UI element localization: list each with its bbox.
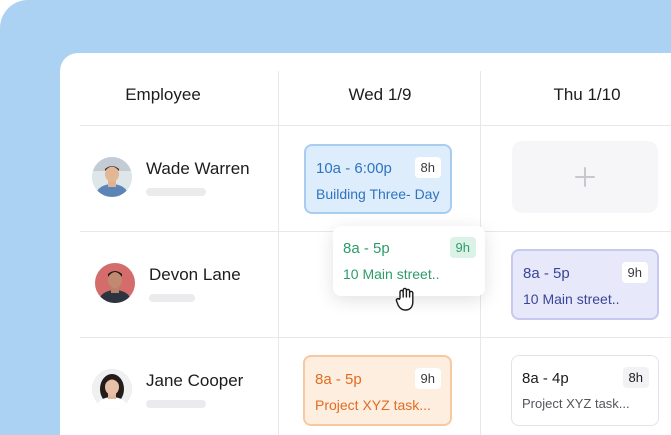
avatar bbox=[95, 263, 135, 303]
shift-hours-badge: 8h bbox=[622, 367, 649, 388]
shift-card-jane-thu[interactable]: 8a - 4p 8h Project XYZ task... bbox=[511, 355, 659, 426]
shift-location: 10 Main street.. bbox=[523, 291, 620, 307]
employee-name: Jane Cooper bbox=[146, 370, 244, 390]
shift-time: 10a - 6:00p bbox=[316, 160, 392, 177]
row-divider bbox=[80, 337, 671, 338]
shift-location: Building Three- Day bbox=[316, 186, 440, 202]
employee-row-devon[interactable]: Devon Lane bbox=[95, 263, 241, 303]
shift-card-wade-wed[interactable]: 10a - 6:00p 8h Building Three- Day bbox=[304, 144, 452, 214]
column-header-wed: Wed 1/9 bbox=[348, 85, 412, 104]
avatar bbox=[92, 157, 132, 197]
shift-hours-badge: 9h bbox=[449, 237, 476, 258]
shift-location: Project XYZ task... bbox=[315, 397, 431, 413]
employee-name: Devon Lane bbox=[149, 264, 241, 284]
row-divider bbox=[80, 125, 671, 126]
employee-name: Wade Warren bbox=[146, 158, 250, 178]
shift-card-jane-wed[interactable]: 8a - 5p 9h Project XYZ task... bbox=[303, 355, 452, 426]
avatar bbox=[92, 369, 132, 409]
employee-row-wade[interactable]: Wade Warren bbox=[92, 157, 250, 197]
shift-location: Project XYZ task... bbox=[522, 396, 630, 411]
shift-time: 8a - 5p bbox=[343, 240, 390, 257]
employee-row-jane[interactable]: Jane Cooper bbox=[92, 369, 243, 409]
shift-hours-badge: 9h bbox=[414, 368, 441, 389]
shift-card-dragging[interactable]: 8a - 5p 9h 10 Main street.. bbox=[333, 226, 485, 296]
shift-hours-badge: 8h bbox=[414, 157, 441, 178]
schedule-panel: Employee Wed 1/9 Thu 1/10 Wade Warren bbox=[60, 53, 671, 435]
placeholder-bar bbox=[146, 399, 206, 408]
shift-hours-badge: 9h bbox=[621, 262, 648, 283]
shift-time: 8a - 4p bbox=[522, 370, 569, 387]
shift-card-devon-thu[interactable]: 8a - 5p 9h 10 Main street.. bbox=[511, 249, 659, 320]
column-divider bbox=[278, 71, 279, 435]
column-header-employee: Employee bbox=[125, 85, 201, 104]
shift-time: 8a - 5p bbox=[523, 265, 570, 282]
column-header-thu: Thu 1/10 bbox=[553, 85, 621, 104]
placeholder-bar bbox=[149, 293, 195, 302]
add-shift-button[interactable] bbox=[512, 141, 658, 213]
grab-hand-icon bbox=[395, 287, 414, 311]
placeholder-bar bbox=[146, 187, 206, 196]
shift-location: 10 Main street.. bbox=[343, 266, 440, 282]
plus-icon bbox=[575, 167, 595, 187]
shift-time: 8a - 5p bbox=[315, 371, 362, 388]
